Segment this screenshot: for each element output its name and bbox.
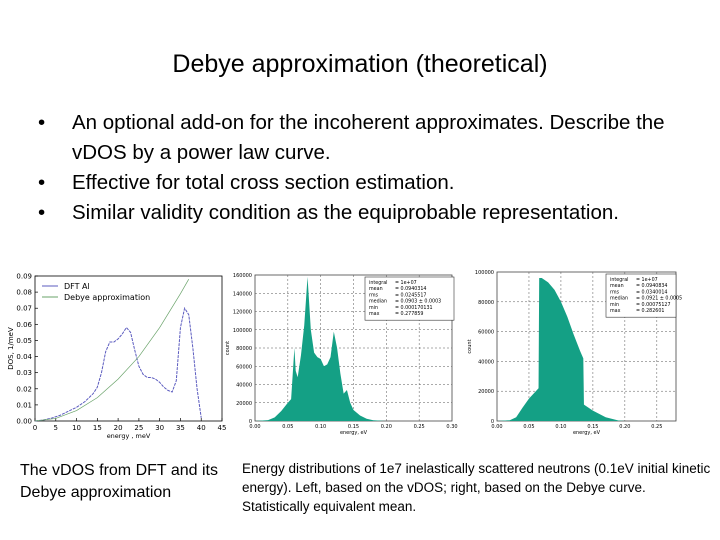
- svg-text:= 0.277859: = 0.277859: [395, 311, 423, 317]
- y-tick-label: 0.06: [16, 321, 32, 329]
- y-tick-label: 80000: [236, 346, 252, 352]
- x-tick-label: 0.10: [555, 424, 566, 430]
- x-tick-label: 0.05: [523, 424, 534, 430]
- svg-text:median: median: [610, 296, 628, 302]
- x-axis-label: energy, eV: [340, 430, 368, 436]
- bullet-list: An optional add-on for the incoherent ap…: [38, 108, 718, 228]
- svg-text:= 0.282601: = 0.282601: [636, 308, 664, 314]
- x-tick-label: 0.30: [446, 424, 457, 430]
- legend-label: DFT Al: [64, 282, 90, 291]
- y-tick-label: 40000: [236, 383, 252, 389]
- svg-text:= 0.00075127: = 0.00075127: [636, 302, 671, 308]
- x-tick-label: 0.20: [381, 424, 392, 430]
- x-tick-label: 0.00: [491, 424, 502, 430]
- svg-text:mean: mean: [610, 284, 624, 289]
- svg-text:= 0.000170131: = 0.000170131: [395, 305, 433, 311]
- x-tick-label: 0.25: [414, 424, 425, 430]
- svg-text:mean: mean: [369, 287, 383, 292]
- x-tick-label: 30: [155, 424, 164, 432]
- svg-text:= 0.0921 ± 0.0005: = 0.0921 ± 0.0005: [636, 296, 682, 302]
- svg-text:= 0.0940834: = 0.0940834: [636, 283, 667, 289]
- x-tick-label: 45: [218, 424, 227, 432]
- series-line: [34, 279, 190, 422]
- x-tick-label: 25: [134, 424, 143, 432]
- y-tick-label: 0.04: [16, 353, 32, 361]
- y-tick-label: 0.09: [16, 273, 32, 281]
- stats-box: [364, 276, 455, 321]
- x-tick-label: 0.00: [249, 424, 260, 430]
- y-tick-label: 120000: [233, 310, 252, 316]
- y-tick-label: 0.05: [16, 337, 32, 345]
- y-tick-label: 20000: [236, 401, 252, 407]
- svg-text:max: max: [369, 312, 380, 317]
- y-axis-label: count: [467, 339, 473, 353]
- svg-text:integral: integral: [610, 277, 629, 283]
- y-tick-label: 60000: [236, 364, 252, 370]
- y-tick-label: 0: [249, 419, 252, 425]
- svg-text:min: min: [369, 305, 378, 311]
- y-tick-label: 60000: [478, 330, 494, 336]
- y-tick-label: 100000: [475, 270, 494, 276]
- x-tick-label: 0.05: [282, 424, 293, 430]
- y-tick-label: 40000: [478, 359, 494, 365]
- x-tick-label: 0.20: [619, 424, 630, 430]
- y-tick-label: 0: [491, 419, 494, 425]
- y-tick-label: 0.03: [16, 369, 32, 377]
- svg-text:min: min: [610, 302, 619, 308]
- x-tick-label: 0.10: [315, 424, 326, 430]
- y-axis-label: DOS, 1/meV: [7, 327, 15, 370]
- histogram-area: [497, 277, 676, 421]
- y-tick-label: 80000: [478, 300, 494, 306]
- y-tick-label: 100000: [233, 328, 252, 334]
- x-axis-label: energy, eV: [573, 430, 601, 436]
- x-tick-label: 5: [54, 424, 58, 432]
- series-line: [34, 306, 202, 422]
- x-tick-label: 0.15: [348, 424, 359, 430]
- y-tick-label: 0.00: [16, 418, 32, 426]
- legend-label: Debye approximation: [64, 293, 150, 302]
- x-tick-label: 10: [72, 424, 81, 432]
- svg-text:rms: rms: [369, 292, 379, 298]
- svg-text:= 0.0903 ± 0.0003: = 0.0903 ± 0.0003: [395, 299, 441, 305]
- x-tick-label: 40: [197, 424, 206, 432]
- svg-text:= 1e+07: = 1e+07: [395, 280, 417, 286]
- svg-text:= 0.0940314: = 0.0940314: [395, 286, 426, 292]
- x-tick-label: 0.25: [651, 424, 662, 430]
- bullet-item: An optional add-on for the incoherent ap…: [38, 108, 718, 168]
- y-tick-label: 0.07: [16, 305, 32, 313]
- dos-chart: 0.00 0.01 0.02 0.03 0.04 0.05 0.06 0.07 0.08 0.09…: [7, 273, 226, 441]
- y-tick-label: 140000: [233, 291, 252, 297]
- x-axis-label: energy , meV: [107, 432, 151, 440]
- caption-right: Energy distributions of 1e7 inelasticall…: [242, 461, 711, 514]
- caption-left: The vDOS from DFT and its Debye approxim…: [20, 462, 218, 501]
- x-tick-label: 0: [33, 424, 37, 432]
- histogram-area: [255, 276, 452, 421]
- svg-text:rms: rms: [610, 289, 620, 295]
- stats-box: [605, 273, 677, 318]
- y-tick-label: 160000: [233, 273, 252, 279]
- histogram-vdos: 0 20000 40000 60000 80000 100000 120000 140000 1…: [225, 273, 458, 436]
- y-tick-label: 0.08: [16, 289, 32, 297]
- svg-text:= 0.0245517: = 0.0245517: [395, 292, 426, 298]
- y-tick-label: 0.02: [16, 385, 32, 393]
- y-tick-label: 0.01: [16, 401, 32, 409]
- svg-text:max: max: [610, 309, 621, 314]
- x-tick-label: 35: [176, 424, 185, 432]
- bullet-item: Effective for total cross section estima…: [38, 168, 718, 198]
- svg-text:integral: integral: [369, 280, 388, 286]
- histogram-debye: 0 20000 40000 60000 80000 100000 0.00 0.05 0.10 0…: [467, 270, 682, 436]
- y-axis-label: count: [225, 341, 231, 355]
- x-tick-label: 20: [114, 424, 123, 432]
- slide-title: Debye approximation (theoretical): [172, 50, 548, 78]
- svg-text:= 0.0340014: = 0.0340014: [636, 289, 667, 295]
- x-tick-label: 15: [93, 424, 102, 432]
- x-tick-label: 0.15: [587, 424, 598, 430]
- svg-text:median: median: [369, 299, 387, 305]
- bullet-item: Similar validity condition as the equipr…: [38, 198, 718, 228]
- svg-text:= 1e+07: = 1e+07: [636, 277, 658, 283]
- y-tick-label: 20000: [478, 389, 494, 395]
